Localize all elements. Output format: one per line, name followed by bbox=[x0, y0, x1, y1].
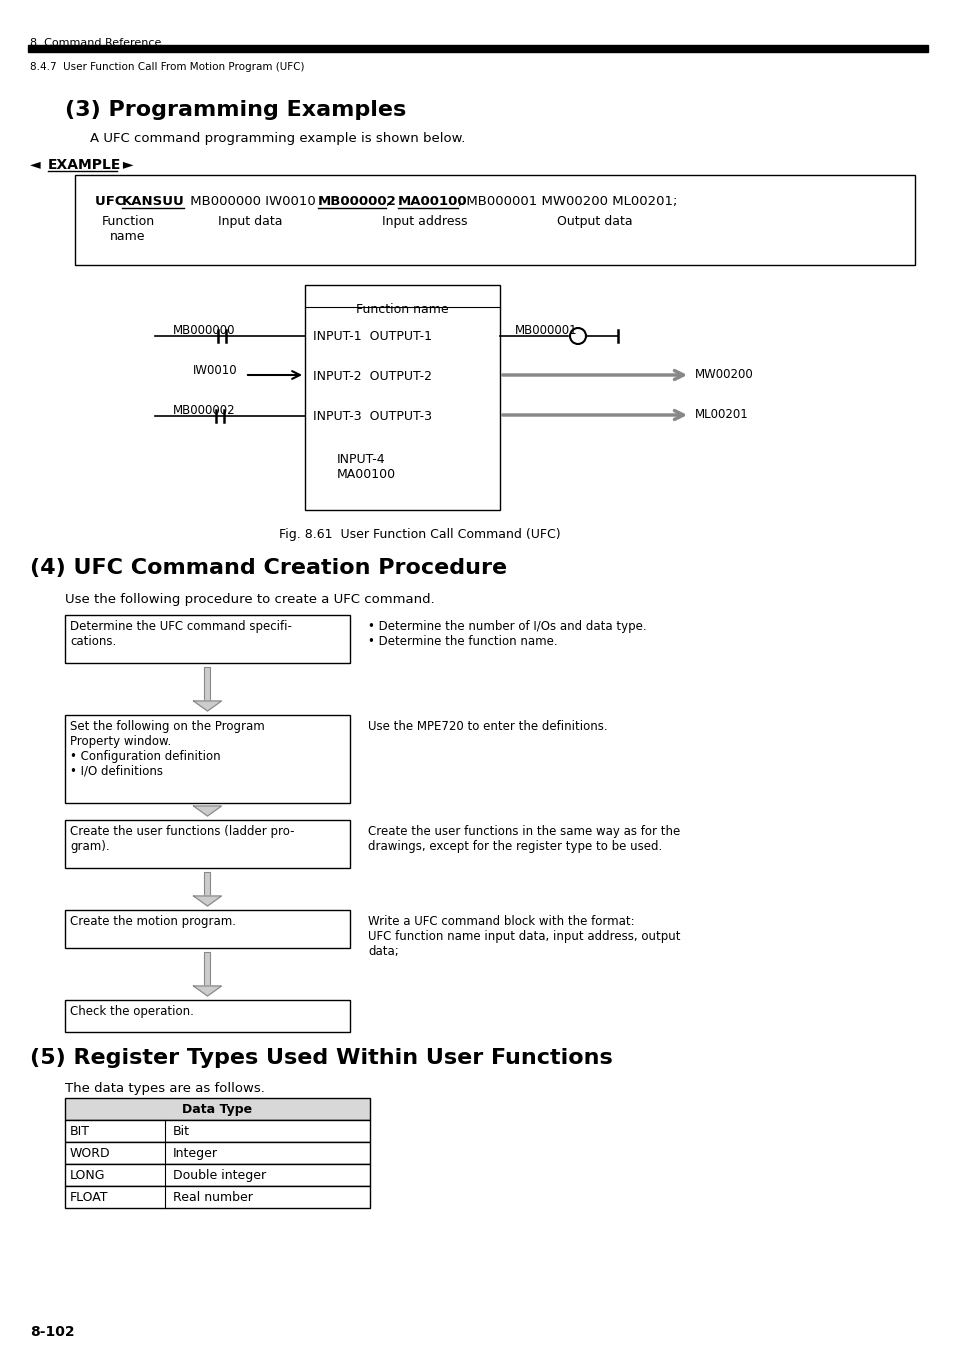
Text: , MB000001 MW00200 ML00201;: , MB000001 MW00200 ML00201; bbox=[457, 194, 677, 208]
Text: A UFC command programming example is shown below.: A UFC command programming example is sho… bbox=[90, 132, 465, 144]
Text: MB000000 IW0010: MB000000 IW0010 bbox=[186, 194, 319, 208]
Text: (5) Register Types Used Within User Functions: (5) Register Types Used Within User Func… bbox=[30, 1048, 612, 1068]
Polygon shape bbox=[193, 701, 221, 711]
FancyBboxPatch shape bbox=[65, 616, 350, 663]
Text: Determine the UFC command specifi-
cations.: Determine the UFC command specifi- catio… bbox=[70, 620, 292, 648]
Text: EXAMPLE: EXAMPLE bbox=[48, 158, 121, 171]
Text: MB000001: MB000001 bbox=[515, 324, 577, 338]
FancyBboxPatch shape bbox=[305, 285, 499, 510]
Text: IW0010: IW0010 bbox=[193, 364, 237, 377]
Text: KANSUU: KANSUU bbox=[122, 194, 185, 208]
Text: Input address: Input address bbox=[382, 215, 467, 228]
Polygon shape bbox=[193, 986, 221, 996]
Text: INPUT-2  OUTPUT-2: INPUT-2 OUTPUT-2 bbox=[313, 370, 432, 383]
Text: MB000002: MB000002 bbox=[172, 404, 235, 417]
Text: 8  Command Reference: 8 Command Reference bbox=[30, 38, 161, 49]
FancyBboxPatch shape bbox=[65, 1000, 350, 1031]
Text: Function name: Function name bbox=[355, 302, 448, 316]
Text: MW00200: MW00200 bbox=[695, 369, 753, 381]
Text: ►: ► bbox=[118, 158, 133, 171]
Polygon shape bbox=[193, 896, 221, 906]
Text: Fig. 8.61  User Function Call Command (UFC): Fig. 8.61 User Function Call Command (UF… bbox=[279, 528, 560, 541]
Text: 8.4.7  User Function Call From Motion Program (UFC): 8.4.7 User Function Call From Motion Pro… bbox=[30, 62, 304, 72]
FancyBboxPatch shape bbox=[65, 819, 350, 868]
Text: (3) Programming Examples: (3) Programming Examples bbox=[65, 100, 406, 120]
Text: Create the user functions (ladder pro-
gram).: Create the user functions (ladder pro- g… bbox=[70, 825, 294, 853]
Text: WORD: WORD bbox=[70, 1148, 111, 1160]
FancyBboxPatch shape bbox=[65, 1120, 370, 1142]
FancyBboxPatch shape bbox=[65, 1187, 370, 1208]
Text: • Determine the number of I/Os and data type.
• Determine the function name.: • Determine the number of I/Os and data … bbox=[368, 620, 646, 648]
Text: Output data: Output data bbox=[557, 215, 632, 228]
FancyBboxPatch shape bbox=[75, 176, 914, 265]
Text: Set the following on the Program
Property window.
• Configuration definition
• I: Set the following on the Program Propert… bbox=[70, 720, 265, 778]
Polygon shape bbox=[193, 806, 221, 815]
Text: Use the MPE720 to enter the definitions.: Use the MPE720 to enter the definitions. bbox=[368, 720, 607, 733]
Text: Data Type: Data Type bbox=[182, 1103, 253, 1116]
Text: Create the motion program.: Create the motion program. bbox=[70, 915, 235, 927]
Text: BIT: BIT bbox=[70, 1125, 90, 1138]
Text: INPUT-1  OUTPUT-1: INPUT-1 OUTPUT-1 bbox=[313, 329, 432, 343]
Text: ML00201: ML00201 bbox=[695, 408, 748, 421]
Text: MA00100: MA00100 bbox=[336, 468, 395, 481]
Text: The data types are as follows.: The data types are as follows. bbox=[65, 1081, 265, 1095]
Text: ,: , bbox=[386, 194, 394, 208]
Text: (4) UFC Command Creation Procedure: (4) UFC Command Creation Procedure bbox=[30, 558, 507, 578]
Text: Bit: Bit bbox=[172, 1125, 190, 1138]
Text: Create the user functions in the same way as for the
drawings, except for the re: Create the user functions in the same wa… bbox=[368, 825, 679, 853]
Text: MB000002: MB000002 bbox=[317, 194, 396, 208]
Text: INPUT-4: INPUT-4 bbox=[336, 454, 385, 466]
FancyBboxPatch shape bbox=[65, 1142, 370, 1164]
FancyBboxPatch shape bbox=[65, 1098, 370, 1120]
Text: LONG: LONG bbox=[70, 1169, 106, 1183]
FancyBboxPatch shape bbox=[65, 716, 350, 803]
FancyBboxPatch shape bbox=[204, 667, 211, 701]
Text: UFC: UFC bbox=[95, 194, 129, 208]
Text: Use the following procedure to create a UFC command.: Use the following procedure to create a … bbox=[65, 593, 435, 606]
Bar bbox=[28, 45, 927, 53]
Text: Check the operation.: Check the operation. bbox=[70, 1004, 193, 1018]
FancyBboxPatch shape bbox=[65, 910, 350, 948]
Text: INPUT-3  OUTPUT-3: INPUT-3 OUTPUT-3 bbox=[313, 410, 432, 423]
Text: Write a UFC command block with the format:
UFC function name input data, input a: Write a UFC command block with the forma… bbox=[368, 915, 679, 958]
Bar bbox=[204, 872, 211, 896]
Text: Real number: Real number bbox=[172, 1191, 253, 1204]
Text: Integer: Integer bbox=[172, 1148, 218, 1160]
Text: FLOAT: FLOAT bbox=[70, 1191, 109, 1204]
Text: name: name bbox=[111, 230, 146, 243]
FancyBboxPatch shape bbox=[65, 1164, 370, 1187]
Bar bbox=[204, 667, 211, 701]
Text: ◄: ◄ bbox=[30, 158, 46, 171]
Text: 8-102: 8-102 bbox=[30, 1324, 74, 1339]
Text: Input data: Input data bbox=[217, 215, 282, 228]
FancyBboxPatch shape bbox=[204, 872, 211, 896]
Text: Double integer: Double integer bbox=[172, 1169, 266, 1183]
Bar bbox=[204, 952, 211, 986]
FancyBboxPatch shape bbox=[204, 952, 211, 986]
Text: MB000000: MB000000 bbox=[172, 324, 235, 338]
Text: MA00100: MA00100 bbox=[397, 194, 467, 208]
Text: Function: Function bbox=[101, 215, 154, 228]
